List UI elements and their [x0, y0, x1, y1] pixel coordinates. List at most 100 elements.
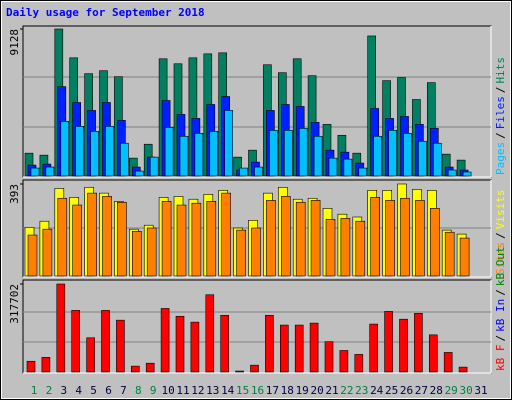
y-tick-label: 393 [8, 184, 21, 204]
bar [358, 167, 368, 177]
bar [280, 196, 291, 277]
bar [385, 200, 395, 277]
x-tick-label: 26 [400, 384, 413, 397]
bar [146, 227, 157, 277]
bar [418, 140, 427, 177]
bar [298, 128, 308, 177]
bar [175, 315, 185, 373]
bar [340, 218, 351, 277]
bar [414, 313, 423, 373]
x-tick-label: 29 [445, 384, 458, 397]
bar [116, 319, 125, 373]
x-tick-label: 19 [296, 384, 309, 397]
bar [179, 135, 189, 177]
bar [373, 135, 383, 177]
bar [283, 130, 293, 177]
x-tick-label: 14 [221, 384, 235, 397]
bar [447, 169, 457, 177]
bar [279, 324, 289, 373]
bar [149, 156, 159, 177]
x-tick-label: 22 [340, 384, 353, 397]
bar [176, 204, 187, 277]
bar [117, 201, 127, 277]
bar [90, 131, 99, 177]
x-tick-label: 2 [46, 384, 53, 397]
x-tick-label: 3 [60, 384, 67, 397]
x-tick-label: 28 [430, 384, 443, 397]
bar [294, 324, 304, 373]
bar [458, 366, 468, 373]
x-tick-label: 31 [474, 384, 487, 397]
x-tick-label: 8 [135, 384, 142, 397]
bar [388, 130, 397, 177]
bar [429, 208, 440, 277]
bar [251, 227, 261, 277]
bar [209, 131, 219, 177]
x-tick-label: 27 [415, 384, 428, 397]
x-tick-label: 13 [206, 384, 219, 397]
bar [295, 201, 306, 277]
bar [254, 166, 263, 177]
bar [57, 197, 68, 277]
legend-entry: Pages [494, 142, 507, 175]
bar [102, 196, 112, 277]
bar [328, 157, 338, 177]
legend-entry: kB F [494, 345, 507, 372]
bar [87, 192, 97, 277]
bar [101, 310, 110, 373]
bar [355, 220, 366, 277]
x-tick-label: 10 [161, 384, 174, 397]
bar [354, 354, 364, 373]
bar [105, 126, 114, 177]
bar [399, 318, 408, 373]
bar [462, 171, 472, 177]
x-tick-label: 6 [105, 384, 112, 397]
legend-entry: kB Out [494, 246, 507, 286]
bar [384, 311, 393, 373]
bar [26, 360, 36, 373]
bar [221, 192, 231, 277]
bar [324, 341, 334, 373]
x-tick-label: 11 [176, 384, 189, 397]
legend-entry: Files [494, 96, 507, 129]
legend-separator: / [494, 132, 507, 139]
bar [86, 337, 95, 373]
panel [22, 279, 492, 374]
bar [415, 200, 425, 277]
x-tick-label: 20 [310, 384, 323, 397]
bar [444, 231, 455, 277]
bar [42, 228, 53, 277]
bar [266, 200, 276, 277]
bar [313, 135, 323, 177]
bar [135, 170, 144, 177]
bar [309, 322, 319, 373]
bar [194, 132, 204, 177]
bar [459, 237, 470, 277]
x-tick-label: 5 [90, 384, 97, 397]
bar [239, 167, 248, 177]
bar [325, 219, 336, 277]
bar [72, 204, 82, 277]
bar [443, 352, 453, 373]
legend: Pages / Files / Hits [494, 57, 507, 175]
bar [60, 121, 70, 177]
bar [30, 167, 40, 177]
bar [224, 110, 233, 177]
x-tick-label: 25 [385, 384, 398, 397]
bar [369, 323, 379, 373]
bar [145, 362, 155, 373]
y-tick-label: 9128 [8, 29, 21, 56]
legend-separator: / [494, 289, 507, 296]
bar [160, 308, 170, 373]
x-tick-label: 16 [251, 384, 264, 397]
bar [235, 370, 244, 373]
bar [339, 350, 349, 373]
legend-entry: Visits [494, 190, 507, 230]
bar [343, 158, 353, 177]
bar [310, 200, 321, 277]
chart-title: Daily usage for September 2018 [6, 6, 205, 19]
bar [41, 357, 51, 373]
